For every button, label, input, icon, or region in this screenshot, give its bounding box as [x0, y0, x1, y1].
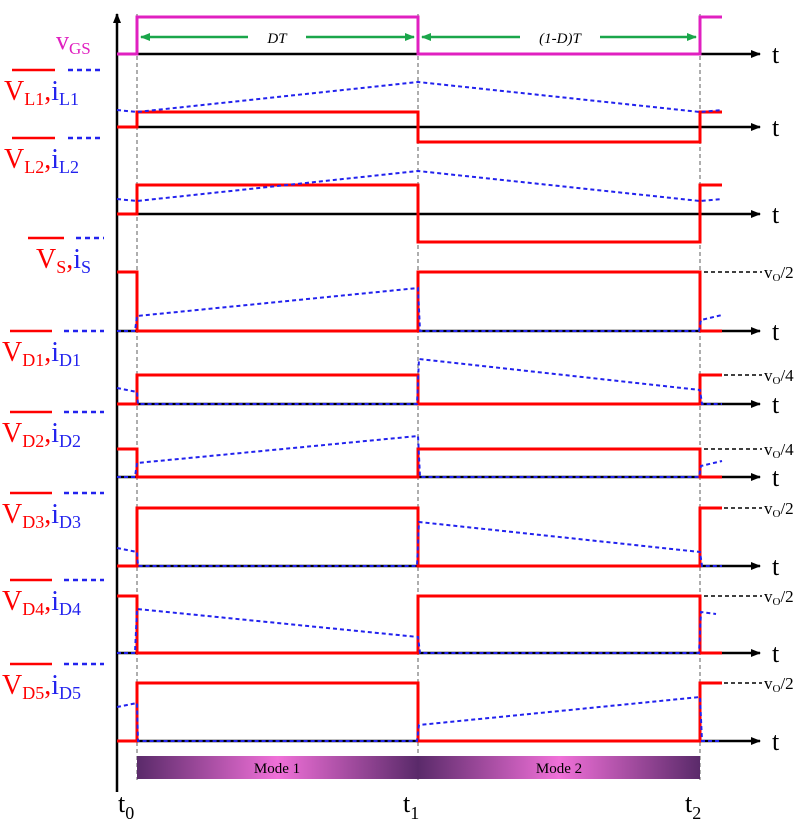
- signal-label-d2: VD2,iD2: [2, 418, 81, 451]
- mode-2-label: Mode 2: [536, 761, 582, 777]
- axis-t-label: t: [772, 390, 780, 419]
- il1-waveform: [116, 80, 723, 114]
- dt-interval-label: DT: [266, 31, 288, 47]
- id5-waveform: [116, 695, 722, 742]
- mode-1-label: Mode 1: [254, 761, 300, 777]
- time-mark-t0: t0: [118, 789, 134, 823]
- time-mark-t1: t1: [403, 789, 419, 823]
- vl1-waveform: [117, 110, 722, 144]
- id3-waveform: [116, 520, 722, 567]
- signal-label-d1: VD1,iD1: [2, 337, 81, 370]
- id4-waveform: [117, 607, 717, 654]
- vd4-waveform: [117, 594, 722, 655]
- vd1-waveform: [117, 373, 722, 406]
- vd5-waveform: [117, 681, 722, 743]
- time-axes: [117, 50, 761, 745]
- level-label-d3: vO/2: [764, 499, 794, 520]
- mode-2-bar: [418, 756, 700, 779]
- level-label-d1: vO/4: [764, 366, 794, 387]
- axis-t-label: t: [772, 552, 780, 581]
- axis-t-label: t: [772, 727, 780, 756]
- vd3-waveform: [117, 506, 722, 568]
- axis-t-label: t: [772, 317, 780, 346]
- il2-waveform: [116, 169, 723, 203]
- axis-t-label: t: [772, 200, 780, 229]
- one-minus-d-interval-label: (1-D)T: [539, 31, 582, 47]
- axis-t-label: t: [772, 463, 780, 492]
- level-label-d2: vO/4: [764, 440, 794, 461]
- level-label-d4: vO/2: [764, 587, 794, 608]
- axis-t-label: t: [772, 113, 780, 142]
- mode-1-bar: [137, 756, 418, 779]
- signal-label-d3: VD3,iD3: [2, 499, 81, 532]
- signal-label-l1: VL1,iL1: [4, 76, 79, 109]
- signal-label-d5: VD5,iD5: [2, 670, 81, 703]
- level-lines: [704, 271, 762, 684]
- signal-label-vgs: vGS: [56, 26, 91, 58]
- is-waveform: [117, 286, 723, 332]
- time-marks: t0 t1 t2: [118, 789, 701, 823]
- signal-label-s: VS,iS: [36, 244, 91, 277]
- vgs-waveform: [117, 15, 722, 56]
- level-labels: vO/2 vO/4 vO/4 vO/2 vO/2 vO/2: [764, 263, 794, 695]
- signal-label-l2: VL2,iL2: [4, 144, 79, 177]
- vl2-waveform: [117, 183, 722, 244]
- axis-t-labels: t t t t t t t t t: [772, 40, 780, 756]
- signal-label-d4: VD4,iD4: [2, 586, 81, 619]
- id1-waveform: [116, 357, 722, 405]
- level-label-d5: vO/2: [764, 674, 794, 695]
- level-label-s: vO/2: [764, 263, 794, 284]
- signal-labels: vGS VL1,iL1 VL2,iL2 VS,iS VD1,iD1 VD2,iD…: [2, 26, 104, 703]
- axis-t-label: t: [772, 639, 780, 668]
- time-mark-t2: t2: [685, 789, 701, 823]
- axis-t-label: t: [772, 40, 780, 69]
